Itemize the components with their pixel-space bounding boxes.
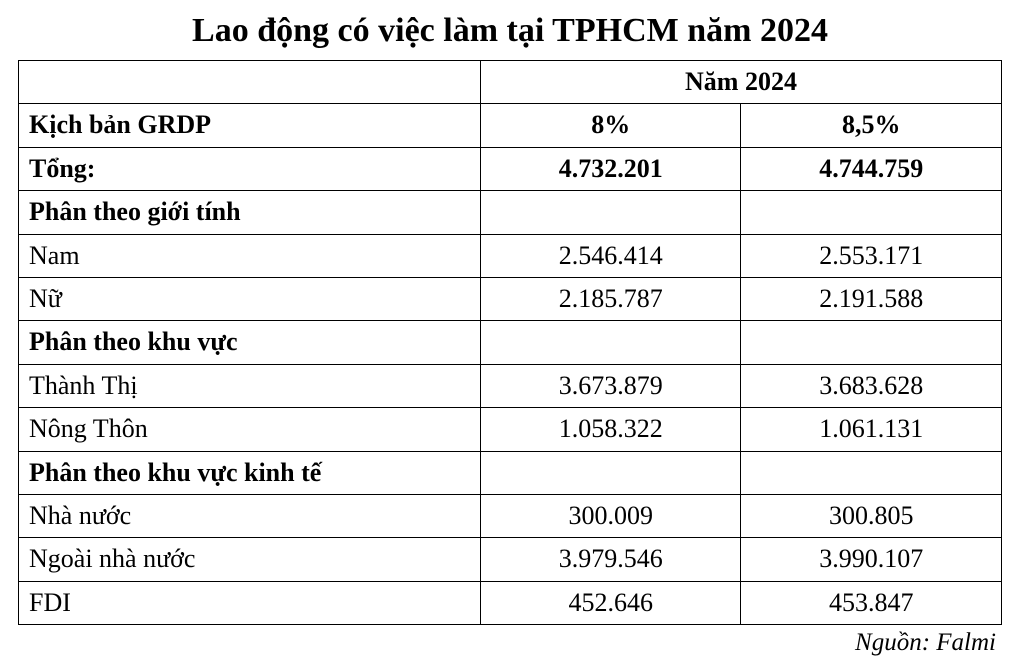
table-row: Nam 2.546.414 2.553.171 (19, 234, 1002, 277)
row-v1: 452.646 (481, 581, 741, 624)
row-v2: 3.683.628 (741, 364, 1002, 407)
total-label: Tổng: (19, 147, 481, 190)
section-header-area: Phân theo khu vực (19, 321, 1002, 364)
row-v1: 3.979.546 (481, 538, 741, 581)
row-label: Nhà nước (19, 494, 481, 537)
source-note: Nguồn: Falmi (18, 629, 1002, 657)
table-row: FDI 452.646 453.847 (19, 581, 1002, 624)
table-row: Ngoài nhà nước 3.979.546 3.990.107 (19, 538, 1002, 581)
blank-cell (741, 451, 1002, 494)
row-v2: 2.191.588 (741, 277, 1002, 320)
blank-cell (741, 191, 1002, 234)
header-year-row: Năm 2024 (19, 61, 1002, 104)
row-v1: 2.185.787 (481, 277, 741, 320)
gender-header-label: Phân theo giới tính (19, 191, 481, 234)
table-row: Nhà nước 300.009 300.805 (19, 494, 1002, 537)
row-label: Ngoài nhà nước (19, 538, 481, 581)
table-row: Nữ 2.185.787 2.191.588 (19, 277, 1002, 320)
page-title: Lao động có việc làm tại TPHCM năm 2024 (18, 12, 1002, 50)
row-v1: 3.673.879 (481, 364, 741, 407)
row-label: Thành Thị (19, 364, 481, 407)
row-v2: 2.553.171 (741, 234, 1002, 277)
row-v2: 3.990.107 (741, 538, 1002, 581)
sector-header-label: Phân theo khu vực kinh tế (19, 451, 481, 494)
total-v1: 4.732.201 (481, 147, 741, 190)
blank-cell (481, 321, 741, 364)
row-label: Nam (19, 234, 481, 277)
row-v2: 453.847 (741, 581, 1002, 624)
header-scenario-row: Kịch bản GRDP 8% 8,5% (19, 104, 1002, 147)
row-v1: 2.546.414 (481, 234, 741, 277)
section-header-sector: Phân theo khu vực kinh tế (19, 451, 1002, 494)
row-v1: 1.058.322 (481, 408, 741, 451)
scenario-2-header: 8,5% (741, 104, 1002, 147)
row-v2: 1.061.131 (741, 408, 1002, 451)
row-label: Nông Thôn (19, 408, 481, 451)
section-header-gender: Phân theo giới tính (19, 191, 1002, 234)
row-label: FDI (19, 581, 481, 624)
scenario-1-header: 8% (481, 104, 741, 147)
year-header: Năm 2024 (481, 61, 1002, 104)
grdp-label: Kịch bản GRDP (19, 104, 481, 147)
blank-cell (19, 61, 481, 104)
blank-cell (741, 321, 1002, 364)
row-v2: 300.805 (741, 494, 1002, 537)
table-row: Nông Thôn 1.058.322 1.061.131 (19, 408, 1002, 451)
row-v1: 300.009 (481, 494, 741, 537)
employment-table: Năm 2024 Kịch bản GRDP 8% 8,5% Tổng: 4.7… (18, 60, 1002, 625)
blank-cell (481, 451, 741, 494)
total-v2: 4.744.759 (741, 147, 1002, 190)
row-label: Nữ (19, 277, 481, 320)
table-row: Thành Thị 3.673.879 3.683.628 (19, 364, 1002, 407)
total-row: Tổng: 4.732.201 4.744.759 (19, 147, 1002, 190)
blank-cell (481, 191, 741, 234)
area-header-label: Phân theo khu vực (19, 321, 481, 364)
